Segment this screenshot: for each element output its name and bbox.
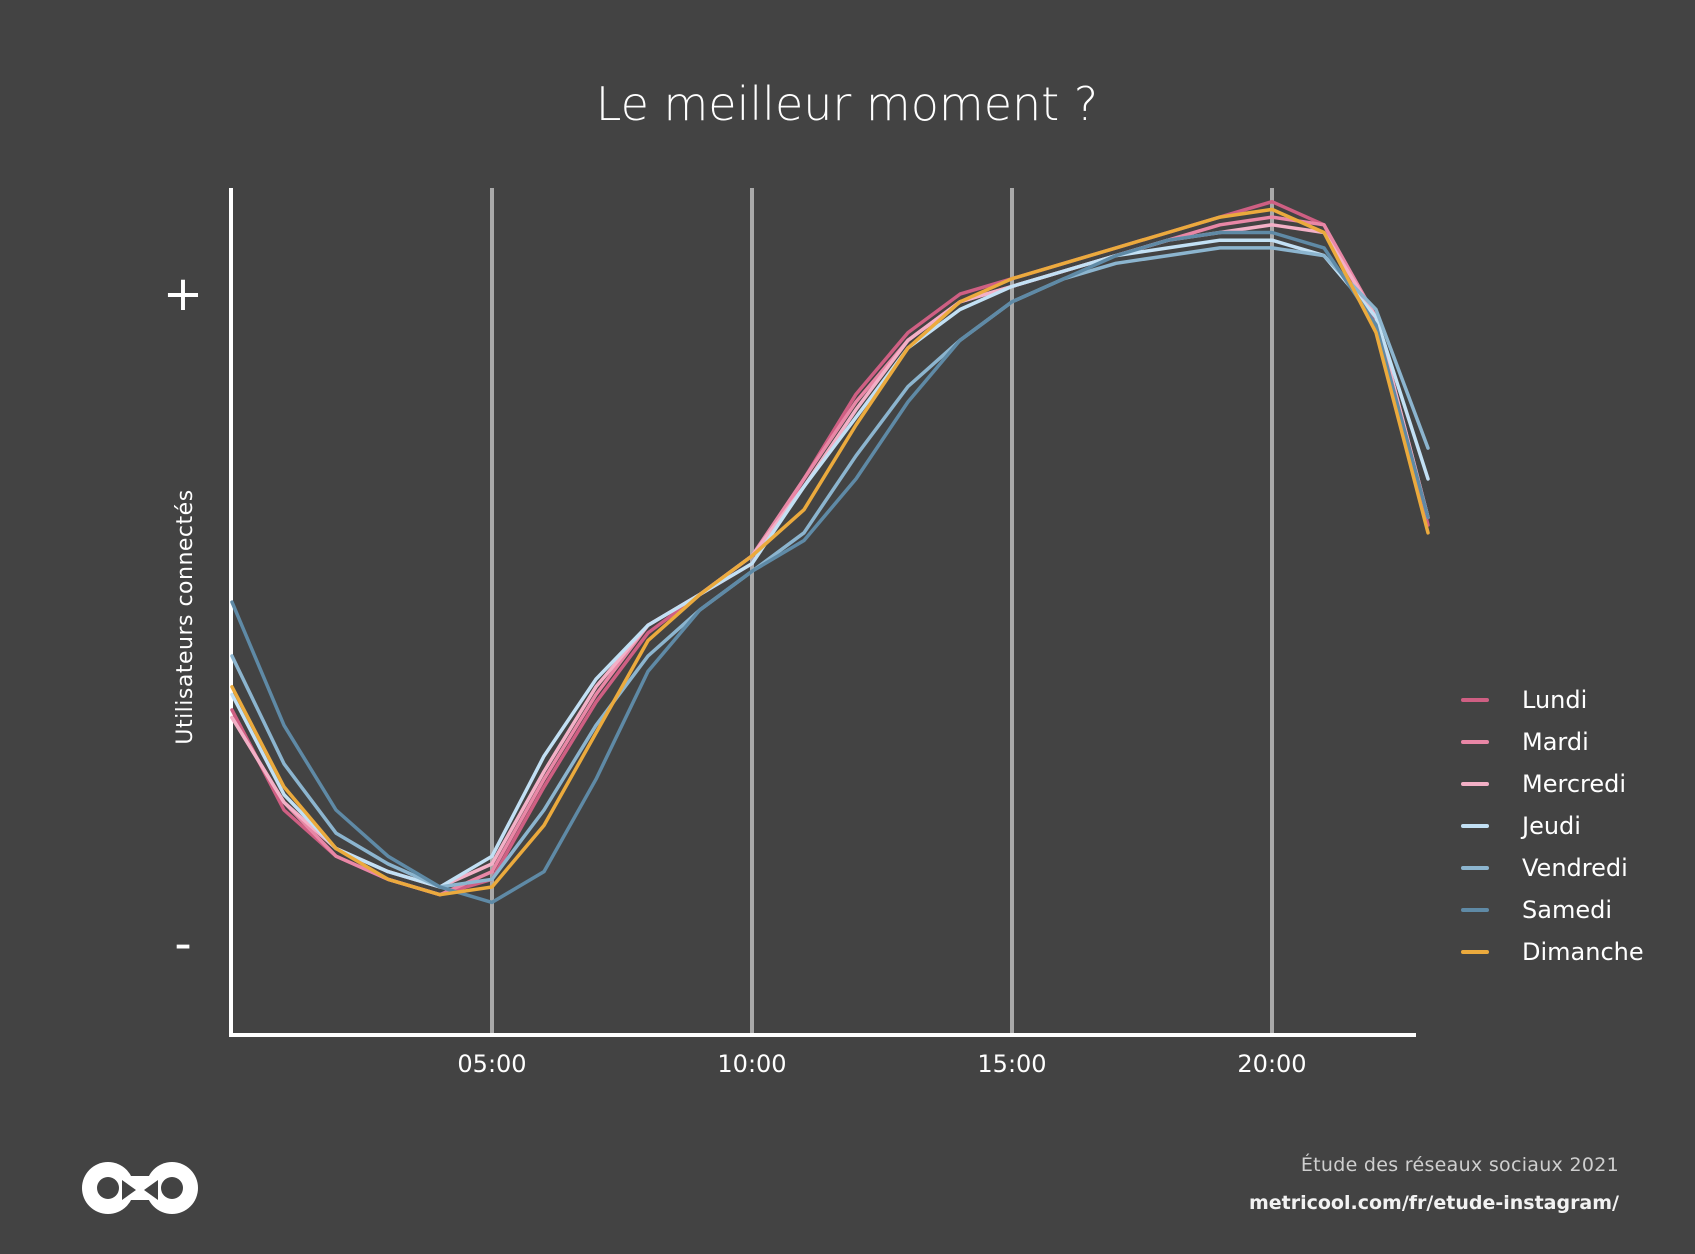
series-lines bbox=[230, 199, 1430, 905]
series-line-samedi bbox=[230, 230, 1430, 905]
x-tick-label: 10:00 bbox=[717, 1050, 786, 1078]
chart-title: Le meilleur moment ? bbox=[596, 77, 1098, 131]
legend-label-samedi: Samedi bbox=[1522, 896, 1612, 924]
y-high-label: + bbox=[163, 266, 203, 322]
x-tick-label: 05:00 bbox=[457, 1050, 526, 1078]
footer-url-link[interactable]: metricool.com/fr/etude-instagram/ bbox=[1248, 1192, 1619, 1214]
legend: Lundi Mardi Mercredi Jeudi Vendredi Samedi Dim… bbox=[1461, 686, 1644, 966]
legend-label-lundi: Lundi bbox=[1522, 686, 1587, 714]
series-line-mardi bbox=[230, 215, 1430, 897]
grid-lines bbox=[490, 188, 1274, 1033]
legend-label-vendredi: Vendredi bbox=[1522, 854, 1628, 882]
series-line-jeudi bbox=[230, 238, 1430, 889]
legend-label-jeudi: Jeudi bbox=[1520, 812, 1581, 840]
legend-label-dimanche: Dimanche bbox=[1522, 938, 1644, 966]
series-line-vendredi bbox=[230, 246, 1430, 889]
y-axis-label: Utilisateurs connectés bbox=[173, 489, 198, 744]
series-line-lundi bbox=[230, 199, 1430, 897]
legend-label-mardi: Mardi bbox=[1522, 728, 1589, 756]
x-tick-labels: 05:00 10:00 15:00 20:00 bbox=[457, 1050, 1306, 1078]
y-low-label: - bbox=[174, 916, 191, 972]
metricool-infinity-logo-icon bbox=[78, 1160, 202, 1220]
legend-label-mercredi: Mercredi bbox=[1522, 770, 1626, 798]
footer-study-text: Étude des réseaux sociaux 2021 bbox=[1300, 1154, 1619, 1176]
series-line-mercredi bbox=[230, 223, 1430, 889]
x-tick-label: 20:00 bbox=[1237, 1050, 1306, 1078]
x-tick-label: 15:00 bbox=[977, 1050, 1046, 1078]
series-line-dimanche bbox=[230, 207, 1430, 897]
